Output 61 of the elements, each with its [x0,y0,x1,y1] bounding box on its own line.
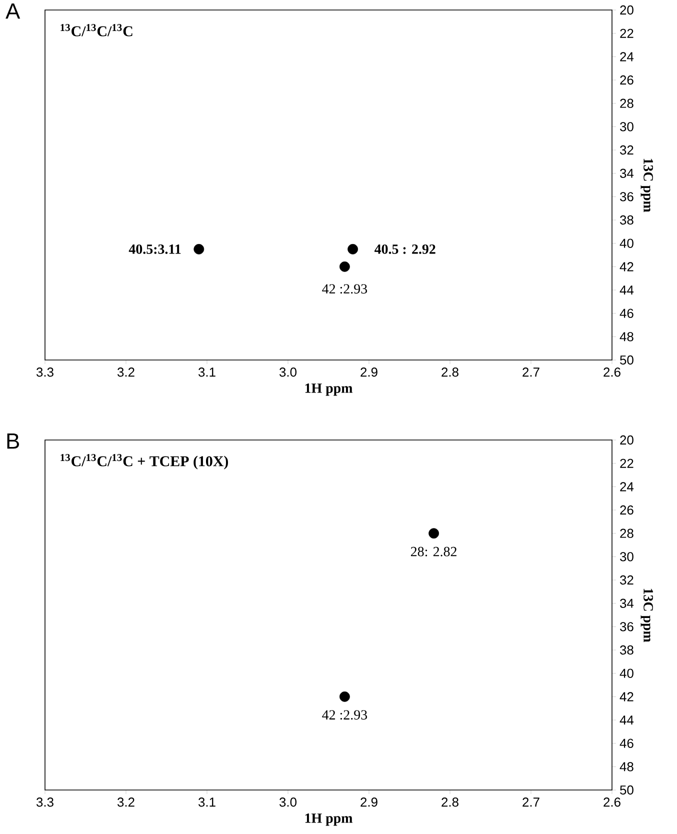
y-tick-label: 34 [620,598,634,608]
y-tick-label: 36 [620,622,634,632]
y-tick-label: 26 [620,75,634,85]
x-tick-label: 3.2 [117,798,134,807]
y-axis-title: 13C ppm [640,158,653,212]
y-tick-label: 24 [620,482,634,492]
y-tick-label: 38 [620,215,634,225]
y-tick-label: 50 [620,785,634,795]
x-axis-title: 1H ppm [305,384,352,396]
text: $^{13}$C/$^{13}$C/$^{13}$C + TCEP (10X) [60,454,228,470]
x-tick-label: 3.2 [117,368,134,377]
y-tick-label: 22 [620,28,634,38]
y-tick-label: 34 [620,168,634,178]
y-tick-label: 26 [620,505,634,515]
x-tick-label: 3.0 [279,368,296,377]
y-tick-label: 42 [620,692,634,702]
x-tick-label: 3.0 [279,798,296,807]
y-tick-label: 20 [620,435,634,445]
y-tick-label: 50 [620,355,634,365]
y-tick-label: 28 [620,98,634,108]
y-tick-label: 44 [620,286,634,294]
y-tick-label: 46 [620,308,634,318]
x-tick-label: 3.1 [198,798,216,807]
x-tick-label: 2.6 [604,368,620,377]
x-tick-label: 2.8 [442,368,458,377]
y-tick-label: 22 [620,458,634,468]
text: B [7,434,19,449]
y-tick-label: 48 [620,332,634,342]
y-tick-label: 40 [620,238,634,248]
y-tick-label: 20 [620,5,634,15]
x-tick-label: 3.3 [36,368,54,377]
y-tick-label: 46 [620,738,634,748]
y-tick-label: 30 [620,552,634,562]
y-tick-label: 32 [620,575,634,585]
x-tick-label: 2.9 [360,798,378,807]
text: A [6,4,20,19]
y-tick-label: 48 [620,762,634,772]
x-tick-label: 2.9 [360,368,378,377]
y-tick-label: 38 [620,645,634,655]
x-tick-label: 3.3 [36,798,54,807]
x-tick-label: 2.7 [522,798,540,807]
annotation: 40.5 : 2.92 [374,244,436,254]
x-tick-label: 3.1 [198,368,216,377]
y-axis-title: 13C ppm [640,588,653,642]
annotation: 28: 2.82 [410,546,456,556]
annotation: 42 :2.93 [322,710,368,720]
annotation: 42 :2.93 [322,284,368,294]
x-tick-label: 2.8 [442,798,458,807]
x-tick-label: 2.7 [522,368,540,377]
y-tick-label: 42 [620,262,634,272]
annotation: 40.5:3.11 [128,244,181,254]
y-tick-label: 32 [620,145,634,155]
y-tick-label: 24 [620,52,634,62]
y-tick-label: 28 [620,528,634,538]
x-axis-title: 1H ppm [305,814,352,826]
y-tick-label: 44 [620,716,634,724]
text: $^{13}$C/$^{13}$C/$^{13}$C [60,24,132,36]
y-tick-label: 40 [620,668,634,678]
y-tick-label: 36 [620,192,634,202]
x-tick-label: 2.6 [604,798,620,807]
y-tick-label: 30 [620,122,634,132]
